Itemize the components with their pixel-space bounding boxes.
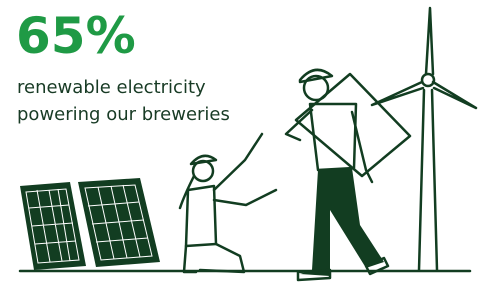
caption-line: renewable electricity xyxy=(17,77,206,98)
caption-line: powering our breweries xyxy=(17,104,230,125)
stat-value: 65% xyxy=(16,7,136,65)
infographic: 65% renewable electricity powering our b… xyxy=(0,0,478,284)
